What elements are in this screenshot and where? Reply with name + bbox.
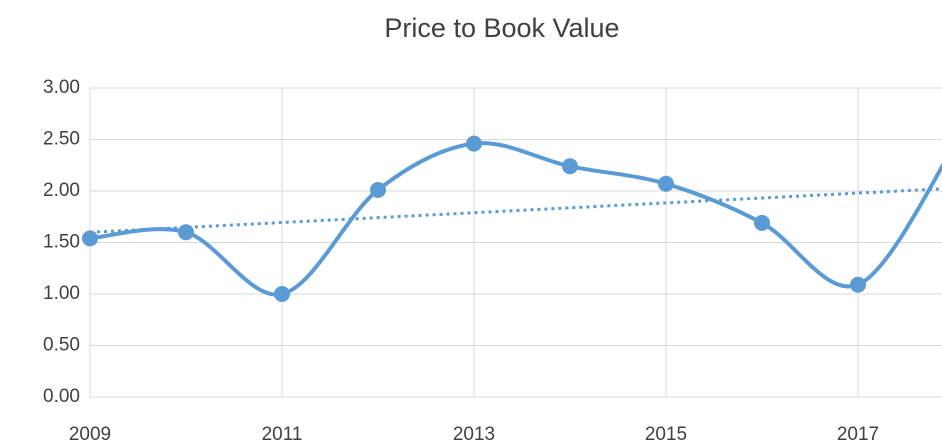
x-tick-label: 2015 xyxy=(645,424,687,443)
chart-title: Price to Book Value xyxy=(384,13,619,43)
marker xyxy=(274,286,290,302)
y-tick-label: 0.50 xyxy=(43,335,80,356)
marker xyxy=(178,224,194,241)
line xyxy=(89,141,942,297)
x-tick-label: 2009 xyxy=(69,424,111,443)
marker xyxy=(466,135,482,152)
marker xyxy=(562,158,578,175)
marker xyxy=(754,214,770,231)
x-tick-label: 2013 xyxy=(453,424,495,443)
y-tick-label: 0.00 xyxy=(43,386,80,407)
y-tick-label: 2.50 xyxy=(43,129,80,150)
marker xyxy=(82,230,98,247)
y-tick-label: 3.00 xyxy=(43,77,80,98)
x-tick-label: 2011 xyxy=(262,424,303,443)
marker xyxy=(850,276,866,293)
marker xyxy=(658,175,674,192)
marker xyxy=(370,181,386,198)
x-tick-label: 2017 xyxy=(837,424,879,443)
trendline xyxy=(89,187,942,234)
y-tick-label: 2.00 xyxy=(43,180,80,201)
y-tick-label: 1.00 xyxy=(43,283,80,304)
y-tick-label: 1.50 xyxy=(43,232,80,253)
